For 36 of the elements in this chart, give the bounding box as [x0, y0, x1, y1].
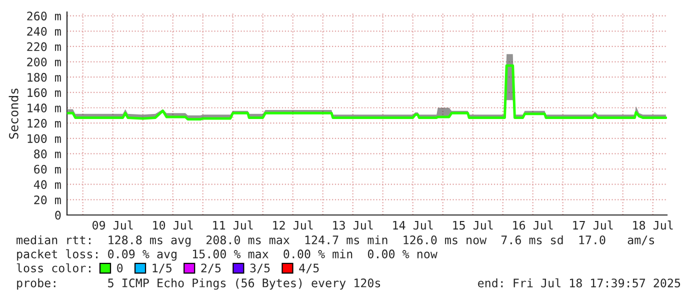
y-tick-label: 80 m	[34, 150, 61, 158]
legend-label: 0	[117, 264, 123, 272]
y-tick-label: 260 m	[27, 12, 61, 20]
legend-label: 1/5	[152, 264, 172, 274]
x-tick-label: 09 Jul	[92, 220, 133, 230]
text: probe: 5 ICMP Echo Pings (56 Bytes) every 120s	[17, 278, 380, 290]
y-tick-label: 0	[55, 210, 61, 220]
x-tick-label: 10 Jul	[153, 220, 193, 230]
y-tick-label: 40 m	[34, 180, 61, 189]
legend-label: 4/5	[299, 264, 319, 274]
y-axis-title: Seconds	[8, 88, 18, 139]
legend-label: 3/5	[250, 264, 270, 274]
x-tick-label: 14 Jul	[393, 220, 433, 230]
x-tick-label: 15 Jul	[453, 220, 493, 230]
y-tick-label: 100 m	[28, 134, 61, 144]
y-tick-label: 120 m	[28, 118, 61, 128]
x-tick-label: 12 Jul	[273, 220, 313, 230]
text: median rtt: 128.8 ms avg 208.0 ms max 124.7 ms min 126.0 ms now 7.6 ms sd 17.0 am/s	[16, 235, 654, 247]
y-tick-label: 200 m	[27, 58, 61, 66]
y-tick-label: 240 m	[27, 26, 61, 36]
text: packet loss: 0.09 % avg 15.00 % max 0.00 % min 0.00 % now	[17, 249, 438, 261]
x-tick-label: 13 Jul	[333, 220, 373, 230]
x-tick-label: 16 Jul	[513, 220, 553, 230]
x-tick-label: 18 Jul	[633, 220, 673, 230]
legend-label: 2/5	[201, 264, 221, 274]
line-series	[67, 64, 667, 120]
legend-title: loss color:	[16, 263, 90, 272]
text: end: Fri Jul 18 17:39:57 2025	[478, 278, 680, 288]
x-tick-label: 11 Jul	[213, 220, 253, 230]
x-tick-label: 17 Jul	[573, 220, 613, 230]
y-tick-label: 160 m	[28, 88, 61, 98]
y-tick-label: 140 m	[28, 104, 61, 112]
y-tick-label: 20 m	[34, 195, 61, 204]
y-tick-label: 180 m	[28, 72, 61, 82]
y-tick-label: 60 m	[34, 164, 61, 174]
y-tick-label: 220 m	[27, 42, 61, 52]
